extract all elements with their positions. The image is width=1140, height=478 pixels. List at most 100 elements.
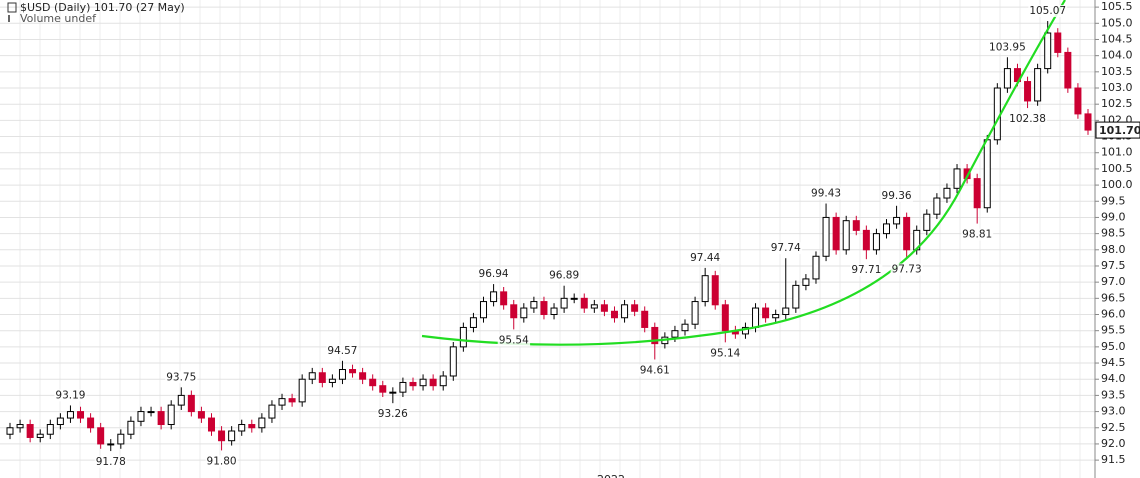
y-tick-label: 100.5 [1101, 162, 1133, 175]
price-annotation: 96.89 [549, 270, 579, 282]
candle-body [590, 304, 598, 309]
chart-subtitle: Volume undef [20, 12, 97, 25]
candle-body [983, 139, 991, 209]
y-tick-label: 91.5 [1101, 453, 1126, 466]
candle-body [258, 417, 266, 429]
volume-icon [8, 15, 10, 22]
candle-body [631, 304, 639, 312]
candle-body [792, 284, 800, 309]
candle-body [218, 430, 226, 442]
annotation-bg [709, 347, 742, 360]
candle-body [147, 411, 155, 414]
candle-body [832, 216, 840, 251]
candle-body [66, 411, 74, 419]
y-tick-label: 102.5 [1101, 97, 1133, 110]
candle-body [993, 87, 1001, 141]
candle-body [600, 304, 608, 312]
candle-body [490, 291, 498, 303]
candle-body [197, 411, 205, 419]
candle-body [127, 420, 135, 435]
y-tick-label: 99.0 [1101, 210, 1126, 223]
candle-body [328, 378, 336, 383]
y-tick-label: 97.5 [1101, 259, 1126, 272]
annotation-bg [376, 408, 410, 421]
candle-body [248, 424, 256, 429]
x-axis-label: 2022 [597, 473, 625, 478]
candle-body [298, 378, 306, 403]
candle-body [238, 424, 246, 432]
candle-body [530, 301, 538, 309]
y-tick-label: 96.0 [1101, 308, 1126, 321]
y-tick-label: 93.0 [1101, 405, 1126, 418]
y-tick-label: 105.5 [1101, 0, 1133, 13]
candle-body [610, 310, 618, 319]
candle-body [228, 430, 236, 442]
price-annotation: 97.74 [771, 242, 801, 254]
last-price-label: 101.70 [1099, 124, 1140, 137]
candle-body [439, 375, 447, 387]
candle-body [1003, 68, 1011, 89]
annotation-bg [850, 264, 883, 277]
price-annotation: 93.19 [55, 389, 85, 401]
price-annotation: 93.26 [378, 408, 408, 420]
annotation-bg [326, 344, 359, 357]
candle-body [822, 216, 830, 257]
candle-body [872, 233, 880, 251]
candle-body [550, 307, 558, 316]
candle-body [540, 301, 548, 316]
price-annotation: 93.75 [166, 371, 196, 383]
candle-body [691, 301, 699, 325]
y-tick-label: 103.0 [1101, 81, 1133, 94]
annotation-bg [961, 228, 994, 241]
candle-body [349, 369, 357, 374]
annotation-bg [205, 455, 238, 468]
candle-body [580, 297, 588, 309]
candle-body [107, 443, 115, 446]
symbol-icon [7, 2, 17, 13]
annotation-bg [810, 187, 843, 200]
candle-body [1064, 51, 1072, 89]
annotation-bg [769, 242, 803, 255]
candle-body [752, 307, 760, 328]
price-annotation: 97.73 [892, 264, 922, 276]
y-tick-label: 92.5 [1101, 421, 1126, 434]
candle-body [207, 417, 215, 432]
candle-body [87, 417, 95, 429]
candle-body [469, 317, 477, 328]
candle-body [16, 424, 24, 429]
candle-body [379, 385, 387, 393]
price-annotation: 95.54 [499, 334, 529, 346]
candle-body [399, 381, 407, 393]
candle-body [308, 372, 316, 380]
candle-body [570, 297, 578, 300]
candle-body [117, 433, 125, 445]
candle-body [1074, 87, 1082, 115]
annotation-bg [54, 389, 87, 402]
candle-body [510, 304, 518, 319]
labels: 91.5 92.0 92.5 93.0 93.5 94.0 94.5 95.0 95.5 96.0… [54, 0, 1140, 469]
candle-body [288, 398, 296, 403]
annotation-bg [497, 334, 531, 347]
candle-body [802, 278, 810, 286]
candle-body [389, 391, 397, 394]
annotation-bg [477, 268, 510, 281]
candle-body [621, 304, 629, 319]
candle-body [852, 220, 860, 231]
candle-body [701, 275, 709, 303]
y-tick-label: 99.5 [1101, 194, 1126, 207]
y-tick-label: 95.0 [1101, 340, 1126, 353]
annotation-bg [890, 263, 923, 276]
candle-body [429, 378, 437, 387]
y-tick-label: 94.0 [1101, 372, 1126, 385]
candle-body [711, 275, 719, 306]
price-annotation: 95.14 [710, 347, 740, 359]
annotation-bg [638, 364, 671, 377]
price-annotation: 97.71 [851, 264, 881, 276]
last-price-box [1095, 121, 1140, 139]
candle-body [56, 417, 64, 426]
y-tick-label: 92.0 [1101, 437, 1126, 450]
candle-body [268, 404, 276, 419]
candle-body [520, 307, 528, 319]
candle-body [137, 411, 145, 422]
